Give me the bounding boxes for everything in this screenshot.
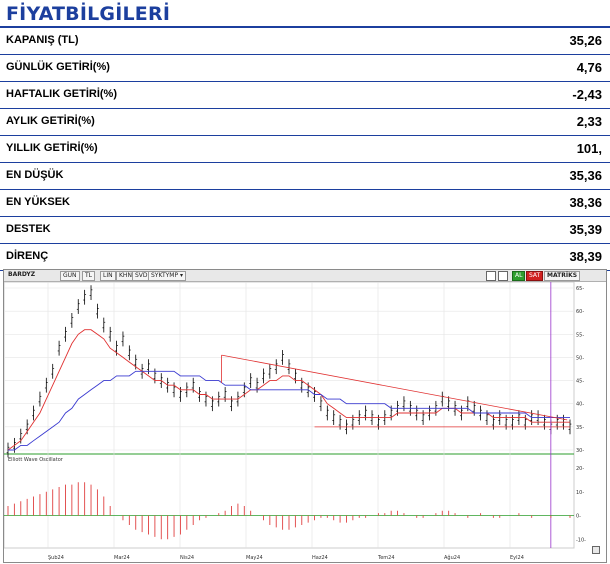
- table-row: DİRENÇ 38,39: [0, 244, 610, 271]
- row-value: -2,43: [572, 87, 602, 102]
- x-tick-label: May24: [246, 555, 263, 561]
- x-tick-label: Nis24: [180, 555, 194, 561]
- table-row: EN DÜŞÜK 35,36: [0, 163, 610, 190]
- period-button[interactable]: GUN: [60, 271, 80, 281]
- symbol-label: BARDYZ: [8, 271, 36, 278]
- table-row: KAPANIŞ (TL) 35,26: [0, 28, 610, 55]
- price-tick-label: 40-: [576, 402, 584, 408]
- currency-button[interactable]: TL: [82, 271, 96, 281]
- expand-icon[interactable]: [592, 546, 600, 554]
- row-label: HAFTALIK GETİRİ(%): [6, 88, 118, 100]
- sell-button[interactable]: SAT: [526, 271, 544, 281]
- row-label: YILLIK GETİRİ(%): [6, 142, 98, 154]
- page-title: FİYATBİLGİLERİ: [6, 3, 171, 25]
- settings-icon[interactable]: [498, 271, 508, 281]
- osc-tick-label: 0-: [576, 514, 581, 520]
- x-tick-label: Eyl24: [510, 555, 524, 561]
- x-tick-label: Tem24: [377, 555, 395, 561]
- price-tick-label: 65-: [576, 286, 584, 292]
- table-row: GÜNLÜK GETİRİ(%) 4,76: [0, 55, 610, 82]
- table-row: AYLIK GETİRİ(%) 2,33: [0, 109, 610, 136]
- row-value: 38,36: [569, 195, 602, 210]
- x-tick-label: Şub24: [48, 555, 64, 561]
- price-info-table: KAPANIŞ (TL) 35,26 GÜNLÜK GETİRİ(%) 4,76…: [0, 28, 610, 271]
- row-label: DESTEK: [6, 223, 51, 235]
- row-value: 101,: [576, 141, 602, 156]
- row-value: 35,26: [569, 33, 602, 48]
- stock-chart[interactable]: BARDYZ GUN TL LIN KHN SVD SYKTYMP ▾ AL S…: [3, 269, 607, 563]
- row-value: 35,39: [569, 222, 602, 237]
- chart-canvas[interactable]: Şub24 Mar24 Nis24 May24 Haz24 Tem24 Ağu24 Eyl24…: [4, 282, 606, 562]
- resistance-trendline: [221, 354, 568, 421]
- price-tick-label: 60-: [576, 309, 584, 315]
- window-icon[interactable]: [486, 271, 496, 281]
- row-value: 38,39: [569, 249, 602, 264]
- x-tick-label: Ağu24: [444, 554, 460, 561]
- osc-tick-label: -10-: [576, 537, 586, 543]
- table-row: EN YÜKSEK 38,36: [0, 190, 610, 217]
- row-label: EN YÜKSEK: [6, 196, 70, 208]
- row-label: AYLIK GETİRİ(%): [6, 115, 95, 127]
- row-label: GÜNLÜK GETİRİ(%): [6, 61, 110, 73]
- price-tick-label: 35-: [576, 425, 584, 431]
- row-label: KAPANIŞ (TL): [6, 34, 79, 46]
- x-tick-label: Haz24: [312, 555, 328, 561]
- matriks-logo: MATRİKS: [544, 271, 581, 281]
- oscillator-panel: [4, 453, 575, 549]
- table-row: DESTEK 35,39: [0, 217, 610, 244]
- row-label: DİRENÇ: [6, 250, 49, 262]
- row-value: 35,36: [569, 168, 602, 183]
- chart-toolbar: BARDYZ GUN TL LIN KHN SVD SYKTYMP ▾ AL S…: [4, 270, 606, 282]
- price-tick-label: 55-: [576, 332, 584, 338]
- buy-button[interactable]: AL: [512, 271, 526, 281]
- osc-tick-label: 20-: [576, 466, 584, 472]
- table-row: YILLIK GETİRİ(%) 101,: [0, 136, 610, 163]
- row-value: 2,33: [576, 114, 602, 129]
- title-divider: [0, 26, 610, 28]
- style-dropdown[interactable]: SYKTYMP ▾: [148, 271, 186, 281]
- table-row: HAFTALIK GETİRİ(%) -2,43: [0, 82, 610, 109]
- price-tick-label: 45-: [576, 379, 584, 385]
- row-label: EN DÜŞÜK: [6, 169, 64, 181]
- row-value: 4,76: [576, 60, 602, 75]
- page-header: FİYATBİLGİLERİ: [0, 0, 610, 28]
- price-tick-label: 50-: [576, 355, 584, 361]
- linear-scale-button[interactable]: LIN: [100, 271, 116, 281]
- ma-long-line: [8, 370, 570, 451]
- x-tick-label: Mar24: [114, 555, 130, 561]
- price-tick-label: 30-: [576, 448, 584, 454]
- oscillator-label: Elliott Wave Oscillator: [8, 457, 64, 463]
- osc-tick-label: 10-: [576, 490, 584, 496]
